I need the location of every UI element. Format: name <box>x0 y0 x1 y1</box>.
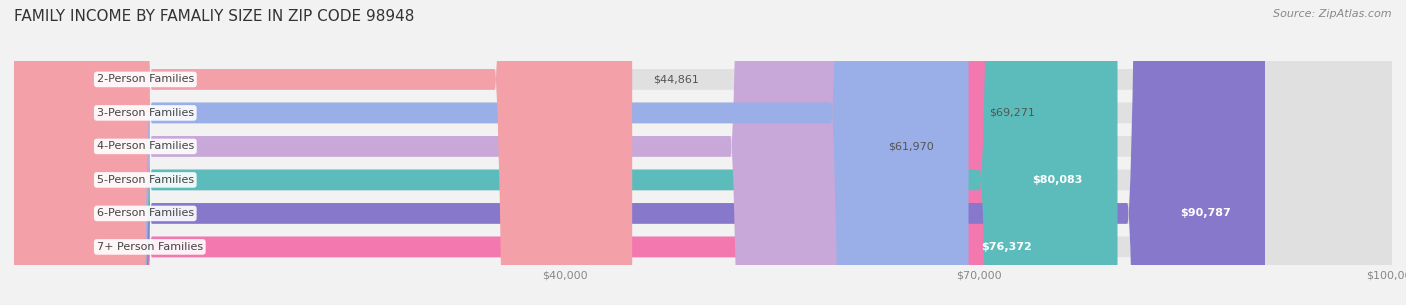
FancyBboxPatch shape <box>14 0 1066 305</box>
Text: 5-Person Families: 5-Person Families <box>97 175 194 185</box>
FancyBboxPatch shape <box>14 0 1265 305</box>
Text: $76,372: $76,372 <box>981 242 1032 252</box>
FancyBboxPatch shape <box>14 0 1118 305</box>
FancyBboxPatch shape <box>14 0 1392 305</box>
FancyBboxPatch shape <box>14 0 1392 305</box>
FancyBboxPatch shape <box>14 0 1392 305</box>
Text: 6-Person Families: 6-Person Families <box>97 208 194 218</box>
Text: $61,970: $61,970 <box>889 142 935 151</box>
Text: $44,861: $44,861 <box>652 74 699 84</box>
FancyBboxPatch shape <box>14 0 1392 305</box>
Text: Source: ZipAtlas.com: Source: ZipAtlas.com <box>1274 9 1392 19</box>
FancyBboxPatch shape <box>14 0 1392 305</box>
Text: 7+ Person Families: 7+ Person Families <box>97 242 202 252</box>
Text: 2-Person Families: 2-Person Families <box>97 74 194 84</box>
FancyBboxPatch shape <box>14 0 633 305</box>
Text: $69,271: $69,271 <box>990 108 1035 118</box>
FancyBboxPatch shape <box>14 0 1392 305</box>
FancyBboxPatch shape <box>14 0 868 305</box>
FancyBboxPatch shape <box>14 0 969 305</box>
Text: $80,083: $80,083 <box>1032 175 1083 185</box>
Text: $90,787: $90,787 <box>1180 208 1230 218</box>
Text: FAMILY INCOME BY FAMALIY SIZE IN ZIP CODE 98948: FAMILY INCOME BY FAMALIY SIZE IN ZIP COD… <box>14 9 415 24</box>
Text: 4-Person Families: 4-Person Families <box>97 142 194 151</box>
Text: 3-Person Families: 3-Person Families <box>97 108 194 118</box>
